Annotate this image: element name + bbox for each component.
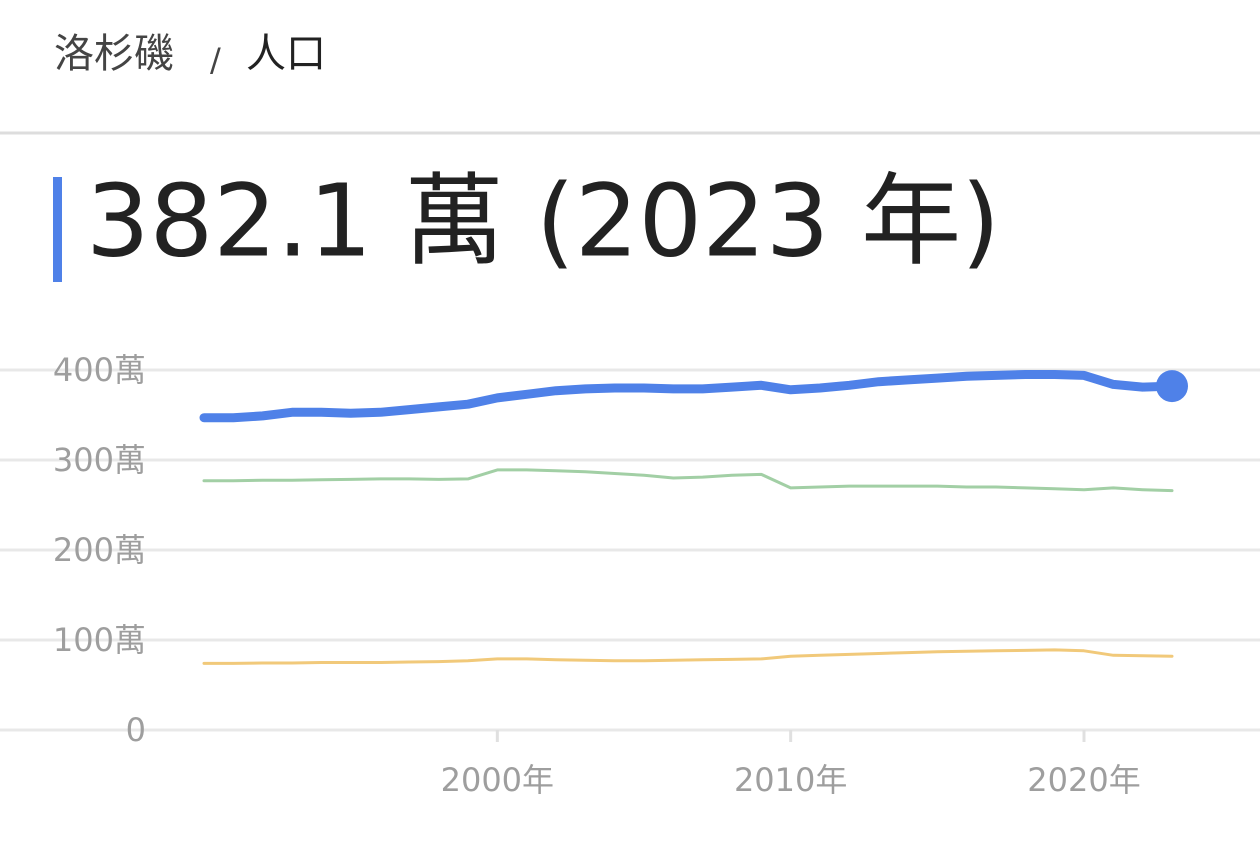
y-tick-label: 0 [126,711,146,749]
series-line [202,648,1174,665]
breadcrumb-separator: / [210,41,221,79]
x-tick-label: 2010年 [734,761,847,799]
accent-bar [53,177,62,282]
breadcrumb-topic: 人口 [246,31,326,77]
x-tick-label: 2020年 [1027,761,1140,799]
headline: 382.1 萬 (2023 年) [86,162,1000,279]
y-tick-label: 200萬 [53,531,146,569]
latest-point [1156,370,1188,403]
y-tick-label: 100萬 [53,621,146,659]
series-line [199,370,1177,423]
breadcrumb-place[interactable]: 洛杉磯 [54,31,174,77]
y-tick-label: 300萬 [53,441,146,479]
y-tick-label: 400萬 [53,351,146,389]
series-line [202,468,1174,493]
x-tick-label: 2000年 [441,761,554,799]
